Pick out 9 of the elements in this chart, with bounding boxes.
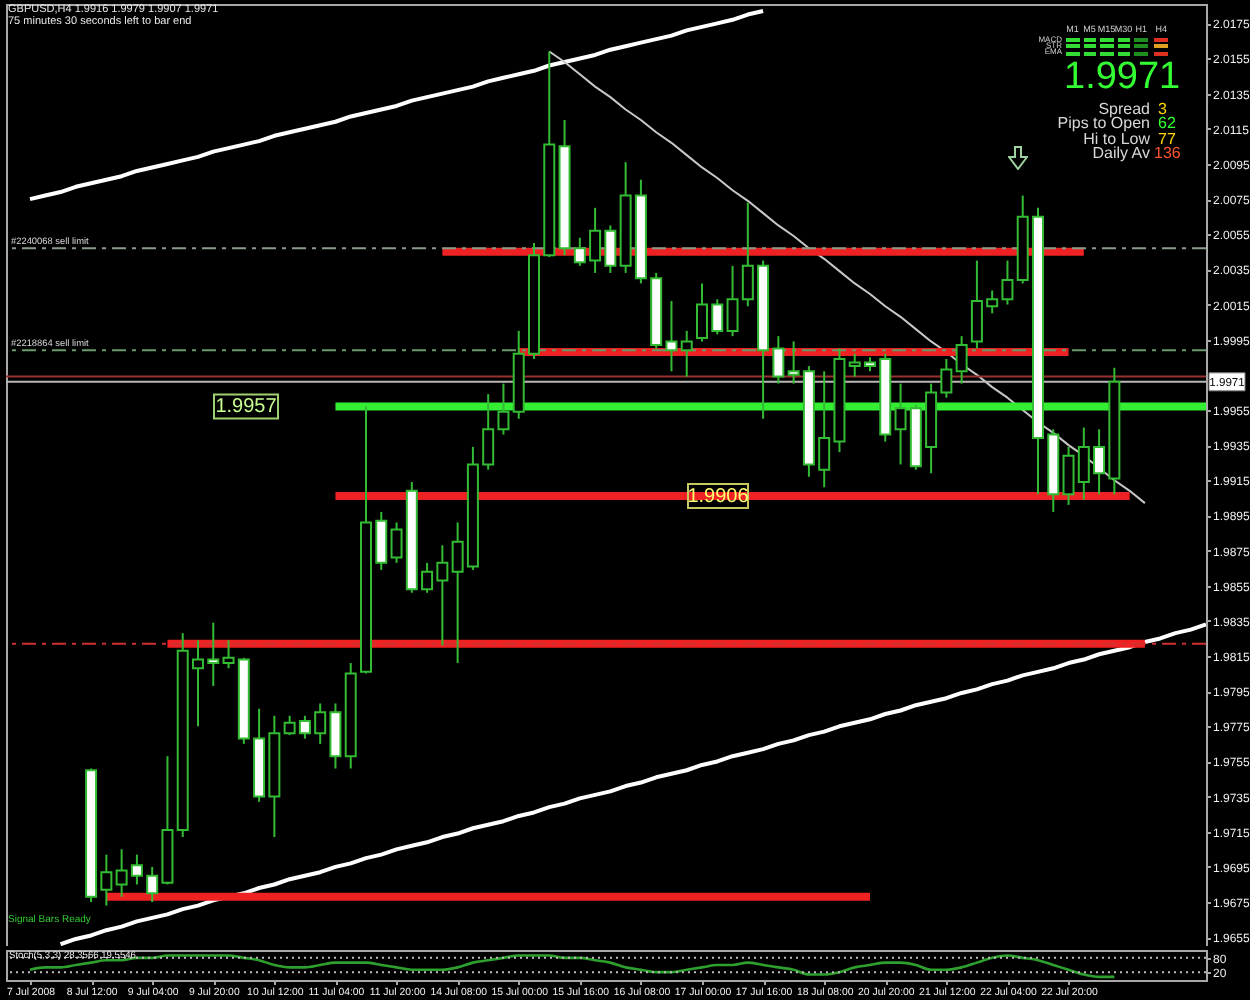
annotation: Spread xyxy=(1098,100,1150,118)
annotation: Pips to Open xyxy=(1057,114,1150,133)
annotation: 77 xyxy=(1158,129,1176,148)
annotation: 62 xyxy=(1158,114,1176,133)
annotation: 3 xyxy=(1158,100,1167,118)
annotation: 1.9971 xyxy=(1064,55,1181,97)
annotation: 136 xyxy=(1154,143,1181,162)
annotation: Daily Av xyxy=(1092,143,1150,162)
annotation: Hi to Low xyxy=(1083,129,1150,148)
